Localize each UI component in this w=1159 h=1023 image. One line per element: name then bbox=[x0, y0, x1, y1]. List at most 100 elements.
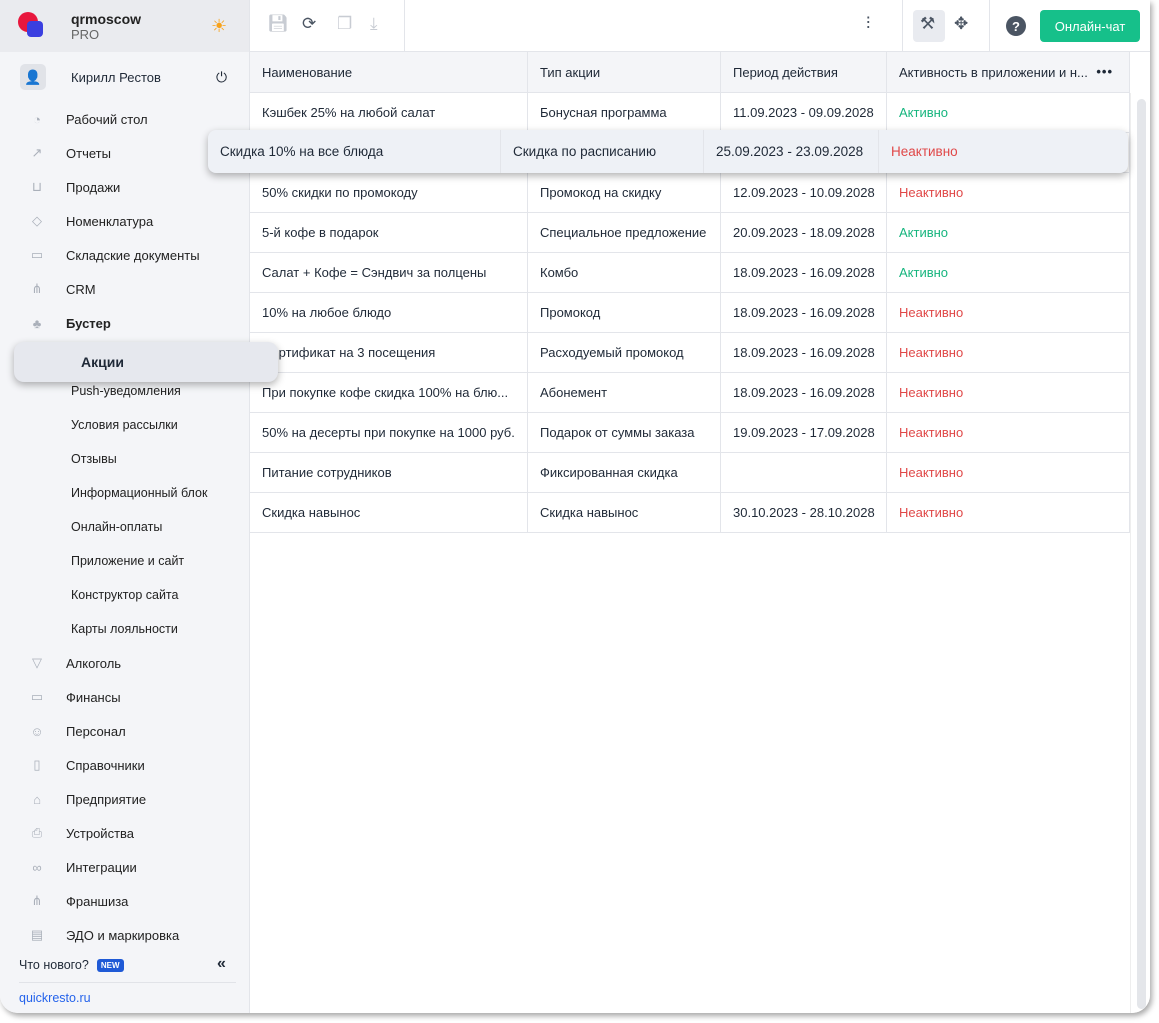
more-icon[interactable]: ••• bbox=[1096, 64, 1113, 79]
cell-period: 19.09.2023 - 17.09.2028 bbox=[721, 413, 887, 452]
sidebar-item[interactable]: ∞ Интеграции bbox=[0, 850, 249, 884]
dashboard-icon: ◔ bbox=[33, 111, 41, 127]
cell-name: Салат + Кофе = Сэндвич за полцены bbox=[250, 253, 528, 292]
download-icon[interactable]: ⤓ bbox=[370, 14, 378, 33]
move-icon[interactable]: ✥ bbox=[954, 14, 969, 33]
avatar: 👤 bbox=[20, 64, 46, 90]
cell-type: Подарок от суммы заказа bbox=[528, 413, 721, 452]
table-row[interactable]: Скидка навынос Скидка навынос 30.10.2023… bbox=[250, 493, 1130, 533]
column-header-type[interactable]: Тип акции bbox=[528, 52, 721, 92]
new-badge: NEW bbox=[96, 958, 124, 972]
sidebar-subitem[interactable]: Информационный блок bbox=[71, 486, 208, 500]
sidebar-subitem[interactable]: Онлайн-оплаты bbox=[71, 520, 163, 534]
tag-icon: ◇ bbox=[32, 213, 42, 228]
cell-activity: Неактивно bbox=[887, 493, 1130, 532]
cell-period: 11.09.2023 - 09.09.2028 bbox=[721, 93, 887, 132]
cell-type: Расходуемый промокод bbox=[528, 333, 721, 372]
table-row[interactable]: 5-й кофе в подарок Специальное предложен… bbox=[250, 213, 1130, 253]
column-header-activity[interactable]: Активность в приложении и н... ••• bbox=[887, 52, 1130, 92]
sidebar-item[interactable]: ⋔ Франшиза bbox=[0, 884, 249, 918]
sidebar-item-label: CRM bbox=[66, 281, 96, 297]
column-settings-icon[interactable]: ⫶ bbox=[866, 14, 871, 33]
sidebar-item[interactable]: ♣ Бустер bbox=[0, 306, 249, 340]
scrollbar-thumb[interactable] bbox=[1137, 99, 1146, 1009]
cell-period: 18.09.2023 - 16.09.2028 bbox=[721, 293, 887, 332]
sidebar-item-label: Устройства bbox=[66, 825, 135, 841]
sidebar-subitem[interactable]: Условия рассылки bbox=[71, 418, 178, 432]
sidebar-item[interactable]: ▯ Справочники bbox=[0, 748, 249, 782]
sidebar-item-label: Персонал bbox=[66, 723, 126, 739]
hierarchy-icon: ⋔ bbox=[31, 281, 43, 296]
sidebar-item[interactable]: ☺ Персонал bbox=[0, 714, 249, 748]
brand[interactable]: qrmoscow PRO ☀ bbox=[0, 0, 249, 52]
cell-name: 50% на десерты при покупке на 1000 руб. bbox=[250, 413, 528, 452]
table-row[interactable]: 50% скидки по промокоду Промокод на скид… bbox=[250, 173, 1130, 213]
collapse-sidebar-icon[interactable]: « bbox=[217, 955, 226, 972]
help-icon[interactable]: ? bbox=[1006, 16, 1026, 36]
scrollbar[interactable] bbox=[1130, 93, 1150, 1013]
chart-icon: ↗ bbox=[31, 145, 43, 160]
sidebar-item-label: Продажи bbox=[66, 179, 121, 195]
sidebar-item[interactable]: ◇ Номенклатура bbox=[0, 204, 249, 238]
dragged-table-row[interactable]: Скидка 10% на все блюда Скидка по распис… bbox=[208, 130, 1128, 173]
sidebar-item-label: Складские документы bbox=[66, 247, 200, 263]
sidebar-item[interactable]: ▭ Финансы bbox=[0, 680, 249, 714]
cell-activity: Неактивно bbox=[887, 413, 1130, 452]
sidebar-item[interactable]: ⌂ Предприятие bbox=[0, 782, 249, 816]
online-chat-button[interactable]: Онлайн-чат bbox=[1040, 10, 1140, 42]
user-profile[interactable]: 👤 Кирилл Рестов ⏻ bbox=[0, 52, 249, 102]
sidebar-item[interactable]: ↗ Отчеты bbox=[0, 136, 249, 170]
logout-icon[interactable]: ⏻ bbox=[216, 69, 228, 85]
sidebar-subitem[interactable]: Приложение и сайт bbox=[71, 554, 185, 568]
table-row[interactable]: Сертификат на 3 посещения Расходуемый пр… bbox=[250, 333, 1130, 373]
table-row[interactable]: Кэшбек 25% на любой салат Бонусная прогр… bbox=[250, 93, 1130, 133]
sidebar-item[interactable]: ⊔ Продажи bbox=[0, 170, 249, 204]
column-header-name[interactable]: Наименование bbox=[250, 52, 528, 92]
sidebar-item[interactable]: ▽ Алкоголь bbox=[0, 646, 249, 680]
cell-period: 20.09.2023 - 18.09.2028 bbox=[721, 213, 887, 252]
table-row[interactable]: При покупке кофе скидка 100% на блю... А… bbox=[250, 373, 1130, 413]
whats-new-link[interactable]: Что нового? NEW « bbox=[0, 950, 250, 980]
document-icon: ▤ bbox=[30, 927, 44, 942]
sidebar-subitem[interactable]: Push-уведомления bbox=[71, 384, 181, 398]
quickresto-link[interactable]: quickresto.ru bbox=[19, 991, 91, 1005]
sidebar-item[interactable]: ⎙ Устройства bbox=[0, 816, 249, 850]
cell-activity: Неактивно bbox=[891, 144, 958, 159]
glass-icon: ▽ bbox=[32, 655, 42, 670]
sidebar-subitem[interactable]: Отзывы bbox=[71, 452, 117, 466]
cell-period: 18.09.2023 - 16.09.2028 bbox=[721, 373, 887, 412]
cell-name: Кэшбек 25% на любой салат bbox=[250, 93, 528, 132]
sidebar-subitem[interactable]: Карты лояльности bbox=[71, 622, 178, 636]
sidebar-item-label: Бустер bbox=[66, 315, 111, 331]
sidebar-item-akcii[interactable]: Акции bbox=[14, 342, 278, 382]
theme-toggle-icon[interactable]: ☀ bbox=[211, 16, 228, 36]
cell-type: Абонемент bbox=[528, 373, 721, 412]
cell-name: При покупке кофе скидка 100% на блю... bbox=[250, 373, 528, 412]
save-icon[interactable]: 💾︎ bbox=[267, 14, 289, 33]
table-row[interactable]: Питание сотрудников Фиксированная скидка… bbox=[250, 453, 1130, 493]
sidebar-subitem[interactable]: Конструктор сайта bbox=[71, 588, 179, 602]
sidebar-item[interactable]: ▭ Складские документы bbox=[0, 238, 249, 272]
column-header-period[interactable]: Период действия bbox=[721, 52, 887, 92]
refresh-icon[interactable]: ⟳ bbox=[302, 14, 317, 33]
cell-type: Скидка по расписанию bbox=[501, 130, 704, 173]
cell-period: 30.10.2023 - 28.10.2028 bbox=[721, 493, 887, 532]
table-row[interactable]: 10% на любое блюдо Промокод 18.09.2023 -… bbox=[250, 293, 1130, 333]
cell-type: Скидка навынос bbox=[528, 493, 721, 532]
tools-icon[interactable]: ⚒ bbox=[920, 14, 936, 33]
infinity-icon: ∞ bbox=[32, 859, 42, 875]
cell-name: Сертификат на 3 посещения bbox=[250, 333, 528, 372]
cell-activity: Неактивно bbox=[887, 333, 1130, 372]
column-header-activity-label: Активность в приложении и н... bbox=[899, 64, 1088, 80]
book-icon: ▯ bbox=[33, 757, 41, 772]
cell-type: Комбо bbox=[528, 253, 721, 292]
cell-activity: Неактивно bbox=[887, 373, 1130, 412]
cell-name: 5-й кофе в подарок bbox=[250, 213, 528, 252]
basket-icon: ⊔ bbox=[31, 179, 43, 194]
sidebar-item[interactable]: ◔ Рабочий стол bbox=[0, 102, 249, 136]
sidebar-item[interactable]: ⋔ CRM bbox=[0, 272, 249, 306]
copy-icon[interactable]: ❐ bbox=[337, 14, 353, 33]
table-row[interactable]: 50% на десерты при покупке на 1000 руб. … bbox=[250, 413, 1130, 453]
table-row[interactable]: Салат + Кофе = Сэндвич за полцены Комбо … bbox=[250, 253, 1130, 293]
sidebar-item[interactable]: ▤ ЭДО и маркировка bbox=[0, 918, 249, 952]
